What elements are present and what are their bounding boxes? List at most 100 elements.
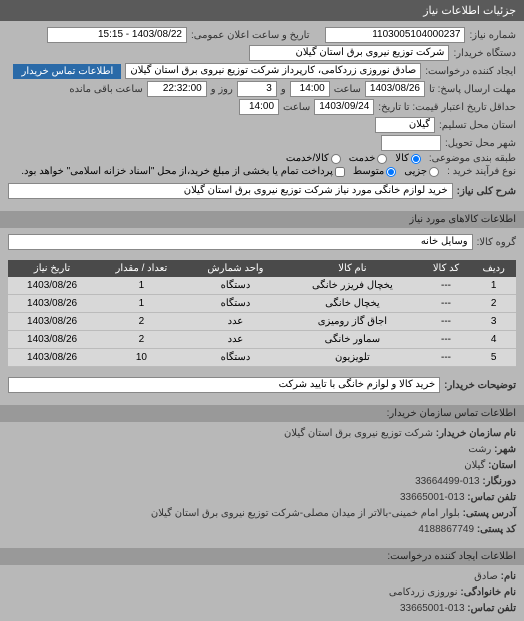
table-cell-name: اجاق گاز رومیزی <box>284 313 420 331</box>
goods-section-title: اطلاعات کالاهای مورد نیاز <box>0 211 524 228</box>
table-cell-qty: 2 <box>96 313 187 331</box>
creator-info-block: نام: صادق نام خانوادگی: نوروزی زردکامی ت… <box>0 565 524 621</box>
creator-name-value: صادق <box>474 571 498 582</box>
creator-family-label: نام خانوادگی: <box>460 587 516 598</box>
table-cell-unit: دستگاه <box>187 295 284 313</box>
table-cell-qty: 10 <box>96 349 187 367</box>
th-date: تاریخ نیاز <box>8 260 96 277</box>
header-title: جزئیات اطلاعات نیاز <box>423 5 516 17</box>
table-cell-row: 5 <box>471 349 516 367</box>
table-cell-row: 4 <box>471 331 516 349</box>
pt-note-checkbox[interactable] <box>335 167 345 177</box>
validity-time-label: ساعت <box>283 102 310 113</box>
group-field: وسایل خانه <box>8 234 473 250</box>
need-number-label: شماره نیاز: <box>469 30 516 41</box>
province-field: گیلان <box>375 117 435 133</box>
cat-gs-label: کالا/خدمت <box>286 153 329 164</box>
pt-note-label: پرداخت تمام یا بخشی از مبلغ خرید،از محل … <box>21 166 333 177</box>
city-info-label: شهر: <box>494 444 516 455</box>
table-cell-unit: عدد <box>187 331 284 349</box>
buyer-note-label: توضیحات خریدار: <box>444 380 516 391</box>
buyer-org-field: شرکت توزیع نیروی برق استان گیلان <box>249 45 449 61</box>
buyer-note-field: خرید کالا و لوازم خانگی با تایید شرکت <box>8 377 440 393</box>
contact-info-block: نام سازمان خریدار: شرکت توزیع نیروی برق … <box>0 422 524 542</box>
deadline-send-label: مهلت ارسال پاسخ: تا <box>429 84 516 95</box>
table-cell-qty: 2 <box>96 331 187 349</box>
table-row: 2---یخچال خانگیدستگاه11403/08/26 <box>8 295 516 313</box>
fax-value: 013-33664499 <box>415 476 480 487</box>
table-row: 5---تلویزیوندستگاه101403/08/26 <box>8 349 516 367</box>
cat-service-label: خدمت <box>349 153 376 164</box>
form-section: شماره نیاز: 1103005104000237 تاریخ و ساع… <box>0 21 524 205</box>
phone-value: 013-33665001 <box>400 492 465 503</box>
addr-value: بلوار امام خمینی-بالاتر از میدان مصلی-شر… <box>151 508 460 519</box>
goods-table: ردیف کد کالا نام کالا واحد شمارش تعداد /… <box>8 260 516 367</box>
goods-table-wrap: ردیف کد کالا نام کالا واحد شمارش تعداد /… <box>0 256 524 371</box>
page-header: جزئیات اطلاعات نیاز <box>0 0 524 21</box>
table-row: 1---یخچال فریزر خانگیدستگاه11403/08/26 <box>8 277 516 295</box>
cat-goods-service-radio[interactable] <box>331 154 341 164</box>
table-cell-code: --- <box>421 349 472 367</box>
desc-label: شرح کلی نیاز: <box>457 186 516 197</box>
th-row: ردیف <box>471 260 516 277</box>
table-cell-qty: 1 <box>96 295 187 313</box>
org-label: نام سازمان خریدار: <box>436 428 516 439</box>
table-cell-unit: عدد <box>187 313 284 331</box>
postal-label: کد پستی: <box>477 524 516 535</box>
desc-field: خرید لوازم خانگی مورد نیاز شرکت توزیع نی… <box>8 183 453 199</box>
contact-info-button[interactable]: اطلاعات تماس خریدار <box>13 64 121 79</box>
group-label: گروه کالا: <box>477 237 516 248</box>
th-code: کد کالا <box>421 260 472 277</box>
postal-value: 4188867749 <box>418 524 474 535</box>
th-name: نام کالا <box>284 260 420 277</box>
creator-section-title: اطلاعات ایجاد کننده درخواست: <box>0 548 524 565</box>
days-after: روز و <box>211 84 233 95</box>
city-field <box>381 135 441 151</box>
validity-label: حداقل تاریخ اعتبار قیمت: تا تاریخ: <box>378 102 516 113</box>
pt-medium-radio[interactable] <box>386 167 396 177</box>
table-cell-code: --- <box>421 295 472 313</box>
deadline-send-time: 14:00 <box>290 81 330 97</box>
creator-phone-value: 013-33665001 <box>400 603 465 614</box>
city-label: شهر محل تحویل: <box>445 138 516 149</box>
city-info-value: رشت <box>468 444 491 455</box>
table-cell-unit: دستگاه <box>187 277 284 295</box>
table-cell-name: سماور خانگی <box>284 331 420 349</box>
table-cell-name: تلویزیون <box>284 349 420 367</box>
table-cell-date: 1403/08/26 <box>8 349 96 367</box>
table-cell-row: 3 <box>471 313 516 331</box>
table-cell-row: 1 <box>471 277 516 295</box>
validity-time: 14:00 <box>239 99 279 115</box>
announce-label: تاریخ و ساعت اعلان عمومی: <box>191 30 310 41</box>
table-cell-name: یخچال فریزر خانگی <box>284 277 420 295</box>
days-value: 3 <box>237 81 277 97</box>
province-label: استان محل تسلیم: <box>439 120 516 131</box>
th-unit: واحد شمارش <box>187 260 284 277</box>
creator-family-value: نوروزی زردکامی <box>389 587 458 598</box>
org-value: شرکت توزیع نیروی برق استان گیلان <box>284 428 433 439</box>
cat-goods-radio[interactable] <box>411 154 421 164</box>
creator-name-label: نام: <box>501 571 516 582</box>
validity-date: 1403/09/24 <box>314 99 374 115</box>
table-cell-code: --- <box>421 313 472 331</box>
phone-label: تلفن تماس: <box>467 492 516 503</box>
table-cell-qty: 1 <box>96 277 187 295</box>
table-cell-date: 1403/08/26 <box>8 277 96 295</box>
cat-goods-label: کالا <box>395 153 409 164</box>
deadline-time-label: ساعت <box>334 84 361 95</box>
addr-label: آدرس پستی: <box>463 508 516 519</box>
creator-phone-label: تلفن تماس: <box>467 603 516 614</box>
prov-info-value: گیلان <box>464 460 485 471</box>
pt-small-radio[interactable] <box>429 167 439 177</box>
requester-field: صادق نوروزی زردکامی، کارپرداز شرکت توزیع… <box>125 63 421 79</box>
deadline-send-date: 1403/08/26 <box>365 81 425 97</box>
table-cell-code: --- <box>421 331 472 349</box>
table-cell-date: 1403/08/26 <box>8 313 96 331</box>
table-cell-unit: دستگاه <box>187 349 284 367</box>
pt-small-label: جزیی <box>404 166 427 177</box>
requester-label: ایجاد کننده درخواست: <box>425 66 516 77</box>
fax-label: دورنگار: <box>482 476 516 487</box>
cat-service-radio[interactable] <box>377 154 387 164</box>
remaining-time: 22:32:00 <box>147 81 207 97</box>
th-qty: تعداد / مقدار <box>96 260 187 277</box>
